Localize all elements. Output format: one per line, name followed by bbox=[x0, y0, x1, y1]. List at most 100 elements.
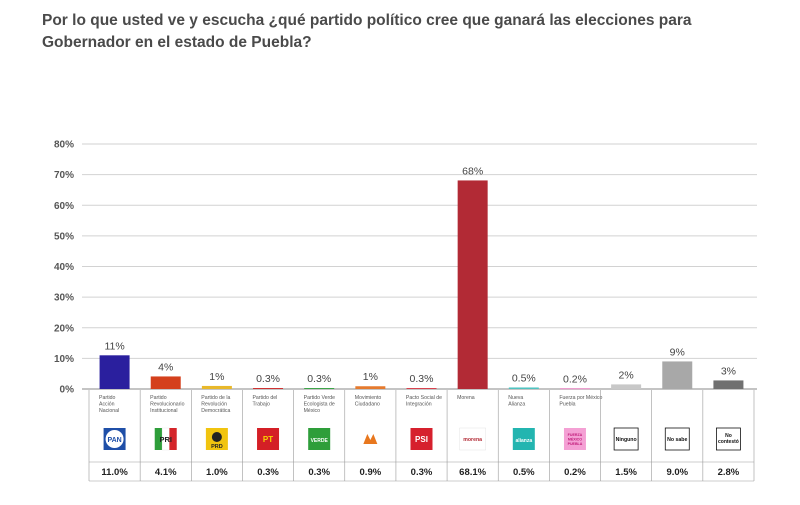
logo-text: VERDE bbox=[311, 438, 329, 444]
logo-bg bbox=[308, 428, 331, 450]
logo-text: alianza bbox=[515, 438, 532, 444]
bar-value-label: 3% bbox=[721, 365, 736, 377]
category-label: Ecologista de bbox=[304, 402, 335, 408]
category-label: Partido Verde bbox=[304, 395, 336, 401]
y-tick-label: 40% bbox=[54, 262, 74, 273]
bar-value-label: 4% bbox=[158, 361, 173, 373]
table-value: 0.2% bbox=[564, 467, 586, 478]
category-label: México bbox=[304, 408, 321, 414]
category-label: Trabajo bbox=[252, 402, 270, 408]
logo-text: PUEBLA bbox=[568, 442, 583, 446]
table-value: 9.0% bbox=[666, 467, 688, 478]
bar-value-label: 0.2% bbox=[563, 373, 587, 385]
logo-text: No sabe bbox=[667, 437, 687, 443]
logo-box bbox=[716, 427, 741, 451]
category-label: Nacional bbox=[99, 408, 119, 414]
bar bbox=[150, 376, 181, 389]
bar-value-label: 0.3% bbox=[256, 373, 280, 385]
category-label: Integración bbox=[406, 402, 432, 408]
bar-value-label: 2% bbox=[619, 369, 634, 381]
table-value: 0.9% bbox=[360, 467, 382, 478]
table-value: 11.0% bbox=[101, 467, 128, 478]
category-label: Revolucionario bbox=[150, 402, 184, 408]
logo-circle bbox=[105, 430, 124, 448]
logo-text: morena bbox=[463, 437, 482, 443]
category-label: Fuerza por México bbox=[559, 395, 602, 401]
y-tick-label: 50% bbox=[54, 231, 74, 242]
logo-stripe bbox=[154, 428, 163, 450]
no-contesto-box-icon bbox=[716, 427, 741, 451]
logo-text: No bbox=[725, 433, 732, 439]
bar-value-label: 1% bbox=[209, 371, 224, 383]
table-value: 0.5% bbox=[513, 467, 535, 478]
bar-value-label: 68% bbox=[462, 165, 483, 177]
mc-logo-icon bbox=[359, 428, 382, 450]
category-label: Democrática bbox=[201, 408, 230, 414]
bar bbox=[253, 388, 284, 389]
bar bbox=[559, 388, 590, 390]
bar bbox=[662, 361, 693, 389]
bar-value-label: 0.3% bbox=[410, 373, 434, 385]
logo-bg bbox=[410, 428, 433, 450]
y-tick-label: 10% bbox=[54, 354, 74, 365]
table-value: 0.3% bbox=[411, 467, 433, 478]
logo-text: PT bbox=[263, 435, 273, 444]
table-value: 68.1% bbox=[459, 467, 486, 478]
y-tick-label: 20% bbox=[54, 323, 74, 334]
logo-text: PSI bbox=[415, 435, 428, 444]
ninguno-box-icon: Ninguno bbox=[613, 427, 639, 451]
logo-box bbox=[664, 427, 690, 451]
morena-logo-icon: morena bbox=[459, 427, 486, 451]
bar-value-label: 0.5% bbox=[512, 372, 536, 384]
logo-text: PRD bbox=[211, 444, 223, 450]
table-value: 2.8% bbox=[718, 467, 740, 478]
logo-bg bbox=[512, 428, 535, 450]
category-label: Partido de la bbox=[201, 395, 230, 401]
nueva-alianza-logo-icon: alianza bbox=[512, 428, 535, 450]
bar-value-label: 9% bbox=[670, 346, 685, 358]
logo-sun bbox=[211, 432, 222, 442]
verde-logo-icon: VERDE bbox=[308, 428, 331, 450]
y-tick-label: 60% bbox=[54, 201, 74, 212]
bar bbox=[355, 386, 386, 389]
psi-logo-icon: PSI bbox=[410, 428, 433, 450]
table-value: 0.3% bbox=[308, 467, 330, 478]
logo-bg bbox=[459, 427, 486, 451]
logo-bg bbox=[359, 428, 382, 450]
category-label: Movimiento bbox=[355, 395, 382, 401]
bar bbox=[406, 388, 437, 389]
bar-value-label: 1% bbox=[363, 371, 378, 383]
table-value: 1.5% bbox=[615, 467, 637, 478]
bar bbox=[304, 388, 335, 389]
logo-text: FUERZA bbox=[568, 433, 583, 437]
y-tick-label: 80% bbox=[54, 140, 74, 151]
logo-bg bbox=[257, 428, 280, 450]
category-label: Revolución bbox=[201, 402, 227, 408]
bar bbox=[508, 387, 539, 389]
category-label: Institucional bbox=[150, 408, 177, 414]
chart-title: Por lo que usted ve y escucha ¿qué parti… bbox=[42, 12, 692, 51]
category-label: Alianza bbox=[508, 402, 525, 408]
bar-value-label: 0.3% bbox=[307, 373, 331, 385]
category-label: Morena bbox=[457, 395, 475, 401]
y-tick-label: 0% bbox=[60, 385, 75, 396]
category-label: Partido bbox=[150, 395, 167, 401]
pri-logo-icon: PRI bbox=[154, 427, 177, 451]
bar bbox=[611, 384, 642, 389]
category-label: Ciudadano bbox=[355, 402, 380, 408]
category-label: Puebla bbox=[559, 402, 575, 408]
table-value: 0.3% bbox=[257, 467, 279, 478]
bar bbox=[713, 380, 744, 389]
logo-stripe bbox=[169, 428, 177, 450]
bar bbox=[201, 385, 232, 389]
category-label: Partido bbox=[99, 395, 116, 401]
pan-logo-icon: PAN bbox=[103, 428, 126, 450]
y-tick-label: 70% bbox=[54, 170, 74, 181]
logo-text: Ninguno bbox=[616, 437, 637, 443]
category-label: Partido del bbox=[252, 395, 277, 401]
no-sabe-box-icon: No sabe bbox=[664, 427, 690, 451]
pt-logo-icon: PT bbox=[257, 428, 280, 450]
category-label: Pacto Social de bbox=[406, 395, 442, 401]
